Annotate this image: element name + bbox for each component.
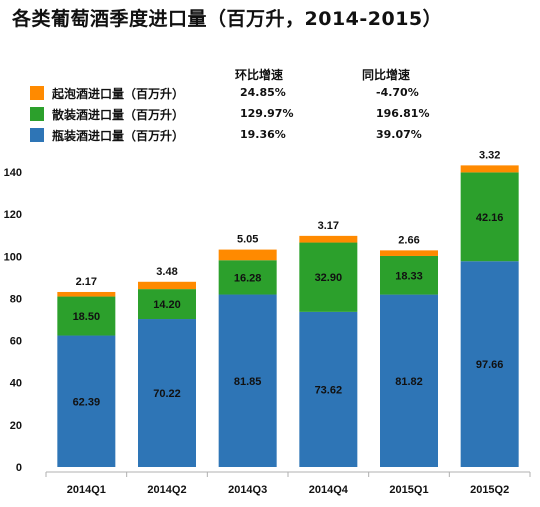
data-label-bulk: 16.28 [234, 272, 262, 284]
y-tick-label: 80 [10, 293, 22, 305]
data-label-bottled: 81.85 [234, 376, 262, 388]
bar-segment-bulk [218, 260, 277, 295]
data-label-sparkling: 3.17 [318, 220, 339, 232]
data-label-bottled: 62.39 [73, 396, 101, 408]
legend-swatch-sparkling [30, 86, 44, 100]
data-label-sparkling: 2.17 [76, 276, 97, 288]
bar-segment-bottled [460, 261, 519, 467]
x-tick-label: 2014Q4 [309, 484, 349, 496]
data-label-bulk: 18.33 [395, 270, 423, 282]
bar-segment-bulk [380, 255, 438, 295]
bar-segment-sparkling [138, 281, 196, 290]
x-tick-label: 2014Q2 [147, 484, 186, 496]
legend-swatch-bulk [30, 107, 44, 121]
legend-label-bulk: 散装酒进口量（百万升） [52, 108, 185, 122]
x-tick-label: 2015Q1 [389, 484, 428, 496]
bar-segment-bulk [57, 296, 116, 336]
legend-header-yoy: 同比增速 [362, 68, 411, 82]
data-label-bulk: 14.20 [153, 299, 181, 311]
y-tick-label: 100 [4, 251, 22, 263]
y-tick-label: 140 [4, 167, 22, 179]
bar-segment-bottled [380, 294, 438, 467]
data-label-sparkling: 5.05 [237, 234, 258, 246]
data-label-sparkling: 3.32 [479, 149, 500, 161]
data-label-bottled: 81.82 [395, 376, 423, 388]
legend-yoy-sparkling: -4.70% [376, 86, 419, 99]
data-label-bottled: 70.22 [153, 388, 181, 400]
data-label-bulk: 42.16 [476, 212, 504, 224]
bar-segment-bottled [218, 294, 277, 467]
data-label-bulk: 32.90 [315, 272, 343, 284]
data-label-sparkling: 3.48 [156, 266, 177, 278]
bar-segment-sparkling [460, 165, 519, 173]
legend-qoq-bulk: 129.97% [240, 107, 294, 120]
legend-header-qoq: 环比增速 [235, 68, 284, 82]
legend-label-sparkling: 起泡酒进口量（百万升） [52, 87, 185, 101]
data-label-bottled: 97.66 [476, 359, 504, 371]
x-tick-label: 2014Q1 [67, 484, 106, 496]
bar-segment-sparkling [218, 249, 277, 261]
legend-item-bulk: 散装酒进口量（百万升） 129.97% 196.81% [30, 105, 450, 123]
legend-yoy-bottled: 39.07% [376, 128, 422, 141]
legend-qoq-bottled: 19.36% [240, 128, 286, 141]
chart-title: 各类葡萄酒季度进口量（百万升，2014-2015） [12, 8, 443, 30]
bar-segment-sparkling [299, 235, 358, 243]
x-tick-label: 2015Q2 [470, 484, 509, 496]
bar-segment-bottled [57, 335, 116, 467]
y-tick-label: 20 [10, 420, 22, 432]
legend-label-bottled: 瓶装酒进口量（百万升） [52, 129, 185, 143]
legend-swatch-bottled [30, 128, 44, 142]
bar-segment-bottled [138, 319, 196, 467]
data-label-bulk: 18.50 [73, 311, 101, 323]
bar-segment-bulk [138, 289, 196, 320]
y-tick-label: 40 [10, 378, 22, 390]
bar-segment-sparkling [380, 250, 438, 256]
y-tick-label: 0 [16, 462, 22, 474]
y-tick-label: 120 [4, 209, 22, 221]
legend-item-bottled: 瓶装酒进口量（百万升） 19.36% 39.07% [30, 126, 450, 144]
legend-qoq-sparkling: 24.85% [240, 86, 286, 99]
y-tick-label: 60 [10, 336, 22, 348]
bar-segment-sparkling [57, 291, 116, 297]
legend-item-sparkling: 起泡酒进口量（百万升） 24.85% -4.70% [30, 84, 450, 102]
data-label-bottled: 73.62 [315, 384, 343, 396]
bar-segment-bulk [299, 242, 358, 312]
bar-segment-bulk [460, 172, 519, 262]
bar-segment-bottled [299, 311, 358, 467]
legend-yoy-bulk: 196.81% [376, 107, 430, 120]
data-label-sparkling: 2.66 [398, 234, 419, 246]
x-tick-label: 2014Q3 [228, 484, 267, 496]
